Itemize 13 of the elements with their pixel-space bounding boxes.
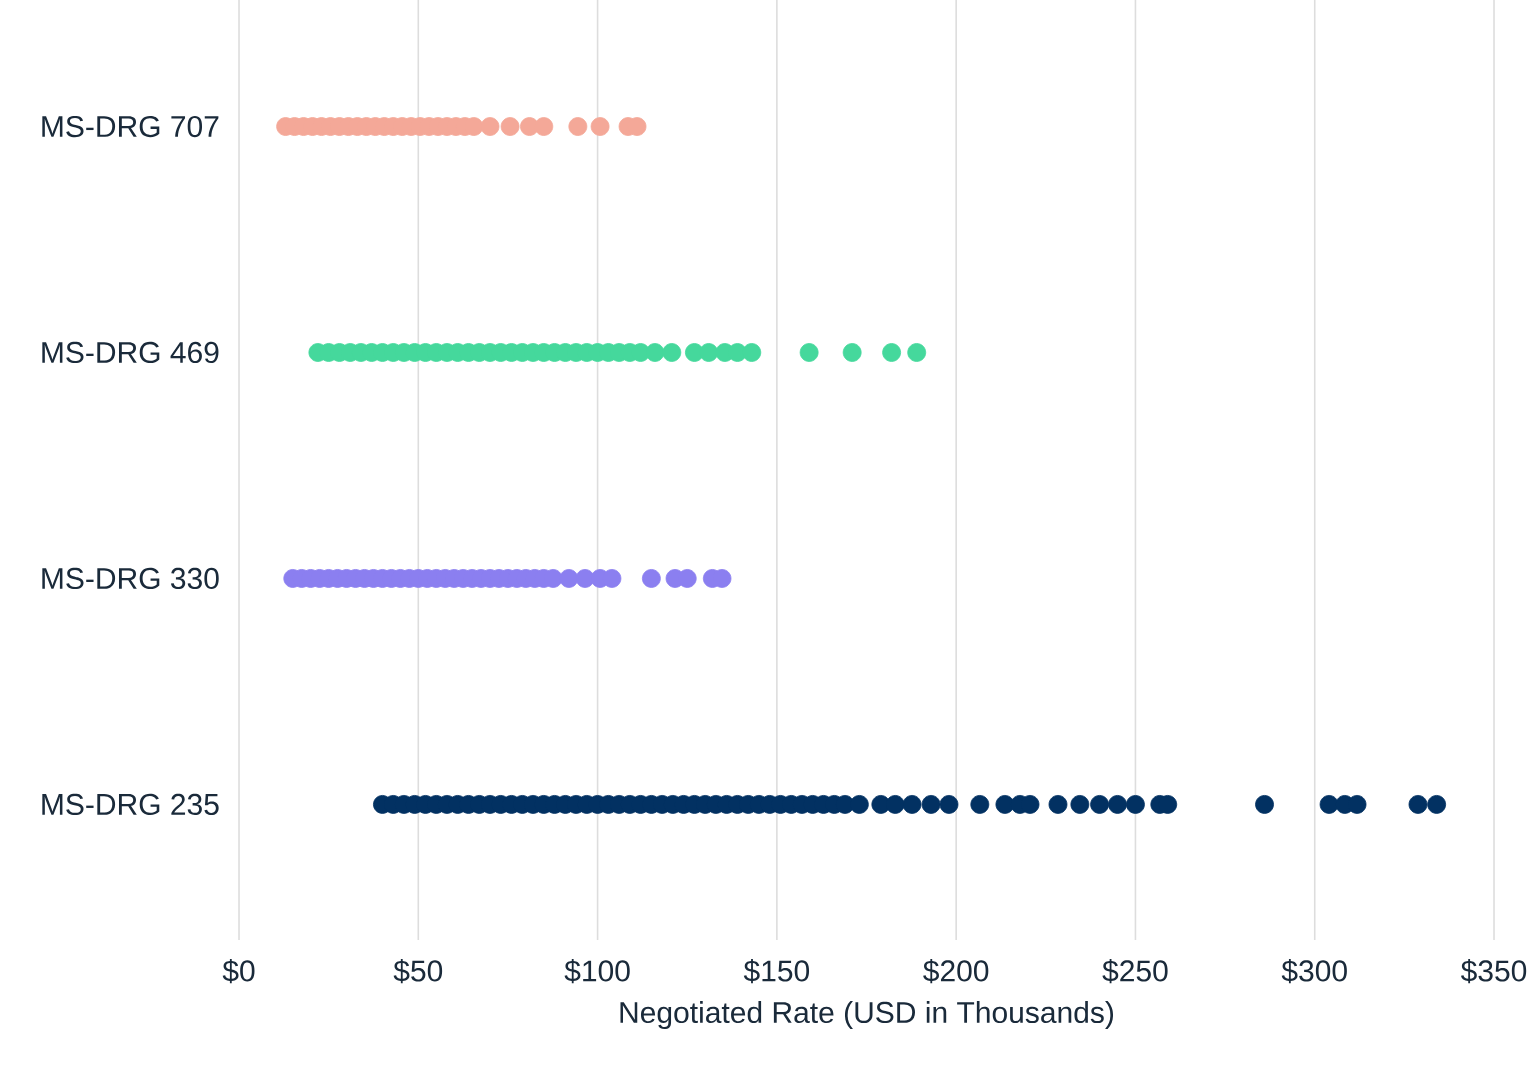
x-tick-label: $250 xyxy=(1102,959,1168,984)
y-tick-label: MS-DRG 330 xyxy=(42,567,219,590)
y-tick-label: MS-DRG 469 xyxy=(42,341,219,364)
y-tick-label: MS-DRG 235 xyxy=(42,793,219,816)
x-tick-label: $50 xyxy=(393,959,443,984)
x-tick-label: $100 xyxy=(564,959,630,984)
x-axis-title: Negotiated Rate (USD in Thousands) xyxy=(620,1001,1114,1030)
y-tick-label: MS-DRG 707 xyxy=(42,115,219,138)
x-tick-label: $0 xyxy=(222,959,255,984)
x-tick-label: $350 xyxy=(1460,959,1527,984)
x-tick-label: $200 xyxy=(923,959,989,984)
x-tick-label: $150 xyxy=(743,959,810,984)
x-tick-label: $300 xyxy=(1281,959,1347,984)
